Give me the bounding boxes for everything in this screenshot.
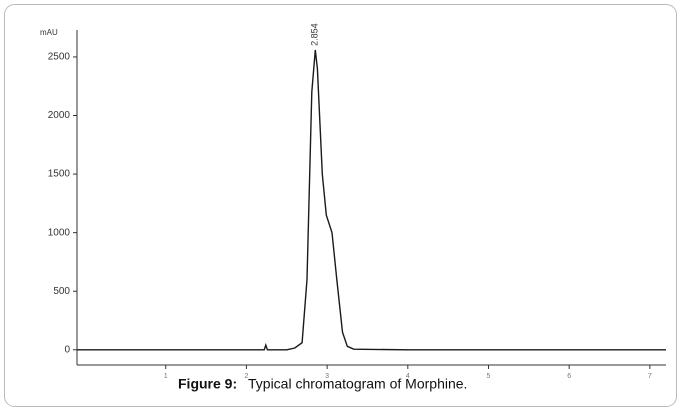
- y-tick-label: 500: [53, 286, 70, 297]
- x-tick-label: 4: [406, 373, 410, 380]
- y-tick-label: 1000: [48, 227, 71, 238]
- y-tick-label: 1500: [48, 169, 71, 180]
- x-tick-label: 6: [567, 373, 571, 380]
- caption-label: Figure 9:: [178, 376, 237, 392]
- x-tick-label: 7: [648, 373, 652, 380]
- x-tick-label: 5: [487, 373, 491, 380]
- y-axis-label: mAU: [40, 28, 58, 37]
- signal-line: [77, 49, 666, 351]
- y-tick-label: 0: [64, 344, 70, 355]
- x-tick-label: 2: [244, 373, 248, 380]
- peak-label: 2.854: [310, 23, 320, 46]
- caption-text: Typical chromatogram of Morphine.: [248, 376, 467, 392]
- x-tick-label: 1: [164, 373, 168, 380]
- x-tick-label: 3: [325, 373, 329, 380]
- y-tick-label: 2500: [48, 52, 71, 63]
- y-tick-label: 2000: [48, 110, 71, 121]
- frame: [4, 4, 677, 407]
